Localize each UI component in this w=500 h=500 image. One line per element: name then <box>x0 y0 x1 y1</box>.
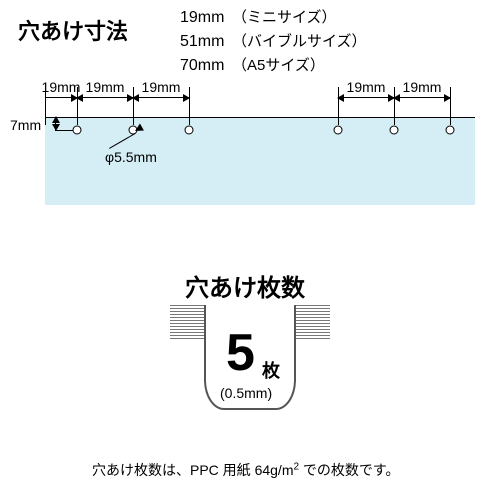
extension-line <box>394 87 395 125</box>
hole-diagram: 19mm19mm19mm19mm19mm7mmφ5.5mm <box>45 75 475 205</box>
punch-hole <box>73 126 82 135</box>
punch-capacity-title: 穴あけ枚数 <box>185 268 305 303</box>
extension-line <box>450 87 451 125</box>
capacity-number: 5 <box>226 323 255 383</box>
capacity-footnote: 穴あけ枚数は、PPC 用紙 64g/m2 での枚数です。 <box>92 460 400 480</box>
punch-hole <box>390 126 399 135</box>
hole-diameter-label: φ5.5mm <box>105 149 157 165</box>
extension-line <box>55 130 73 131</box>
size-legend: 19mm（ミニサイズ）51mm（バイブルサイズ）70mm（A5サイズ） <box>180 6 367 78</box>
capacity-graphic: 5枚 (0.5mm) <box>170 305 330 435</box>
capacity-thickness: (0.5mm) <box>220 385 272 401</box>
punch-hole <box>446 126 455 135</box>
dimension-line <box>77 97 133 98</box>
dimension-line <box>338 97 394 98</box>
punch-hole <box>185 126 194 135</box>
legend-num: 51mm <box>180 30 232 54</box>
legend-paren: （ミニサイズ） <box>232 7 337 30</box>
legend-paren: （バイブルサイズ） <box>232 31 367 54</box>
extension-line <box>133 87 134 125</box>
dimension-line-vertical <box>55 117 56 130</box>
dimension-label: 19mm <box>42 79 81 95</box>
dimension-label: 19mm <box>142 79 181 95</box>
dimension-label: 19mm <box>347 79 386 95</box>
dimension-line <box>133 97 189 98</box>
dimension-line <box>394 97 450 98</box>
punch-hole <box>334 126 343 135</box>
extension-line <box>189 87 190 125</box>
dimension-label: 19mm <box>403 79 442 95</box>
punch-dimension-title: 穴あけ寸法 <box>18 14 128 46</box>
extension-line <box>338 87 339 125</box>
legend-row: 19mm（ミニサイズ） <box>180 6 367 30</box>
capacity-unit: 枚 <box>262 357 280 383</box>
footnote-text-pre: 穴あけ枚数は、PPC 用紙 64g/m <box>92 462 293 478</box>
dimension-line <box>45 97 77 98</box>
footnote-text-post: での枚数です。 <box>299 462 400 478</box>
top-margin-label: 7mm <box>10 117 41 133</box>
dimension-label: 19mm <box>86 79 125 95</box>
legend-row: 51mm（バイブルサイズ） <box>180 30 367 54</box>
legend-num: 19mm <box>180 6 232 30</box>
